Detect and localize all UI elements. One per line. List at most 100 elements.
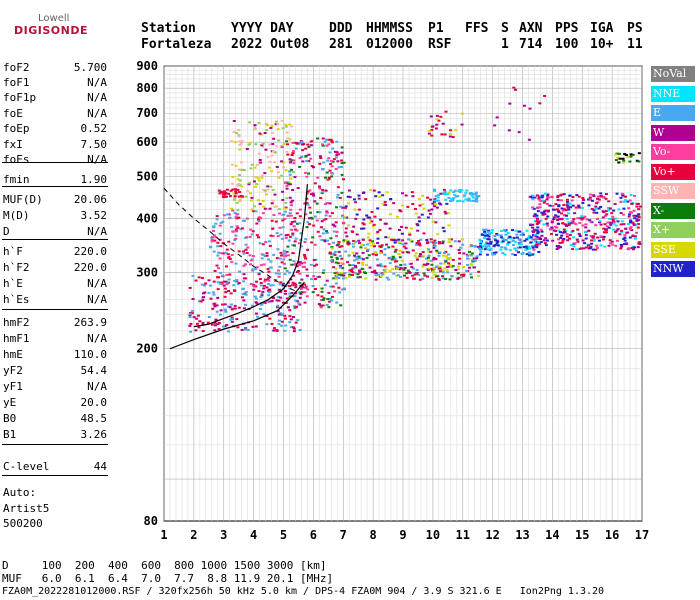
echo-point [307,145,311,148]
echo-point [351,271,355,274]
echo-point [288,258,292,261]
echo-point [218,313,222,316]
echo-point [475,255,479,258]
echo-point [465,257,469,260]
echo-point [496,234,500,237]
echo-point [265,254,269,257]
echo-point [552,216,556,219]
echo-point [251,325,255,328]
echo-point [554,229,558,232]
echo-point [268,317,272,320]
echo-point [559,246,563,249]
echo-point [346,241,350,244]
echo-point [390,258,394,261]
echo-point [637,213,641,216]
echo-point [279,174,283,177]
echo-point [268,240,272,243]
echo-point [299,293,303,296]
echo-point [300,278,304,281]
echo-point [275,205,279,208]
echo-point [523,239,527,242]
echo-point [374,254,378,257]
echo-point [280,324,284,327]
echo-point [265,323,269,326]
echo-point [565,235,569,238]
echo-point [532,207,536,210]
echo-point [224,265,228,268]
echo-point [320,299,324,302]
echo-point [567,212,571,215]
echo-point [466,254,470,257]
echo-point [426,196,430,199]
echo-point [564,214,568,217]
echo-point [417,239,421,242]
echo-point [254,268,258,271]
echo-point [263,132,267,135]
echo-point [418,244,422,247]
echo-point [363,272,367,275]
echo-point [231,242,235,245]
echo-point [619,196,623,199]
echo-point [636,223,640,226]
echo-point [480,232,484,235]
echo-point [601,210,605,213]
echo-point [268,288,272,291]
echo-point [244,327,248,330]
echo-point [230,316,234,319]
echo-point [575,238,579,241]
echo-point [207,279,211,282]
legend-item: SSW [651,183,695,199]
echo-point [428,129,432,132]
echo-point [527,138,531,141]
file-info-line: FZA0M_2022281012000.RSF / 320fx256h 50 k… [2,586,605,597]
echo-point [316,137,320,140]
echo-point [340,162,344,165]
echo-point [237,250,241,253]
echo-point [562,238,566,241]
echo-point [259,307,263,310]
echo-point [462,252,466,255]
echo-point [330,247,334,250]
echo-point [428,212,432,215]
echo-point [470,245,474,248]
echo-point [437,119,441,122]
echo-point [325,232,329,235]
echo-point [605,231,609,234]
echo-point [445,269,449,272]
echo-point [416,229,420,232]
echo-point [298,303,302,306]
echo-point [219,271,223,274]
echo-point [264,240,268,243]
echo-point [282,262,286,265]
echo-point [517,238,521,241]
echo-point [532,248,536,251]
echo-point [443,267,447,270]
echo-point [325,211,329,214]
header-val-10: 11 [627,37,643,52]
echo-point [410,240,414,243]
echo-point [381,194,385,197]
echo-point [243,292,247,295]
header-val-1: 2022 Out08 [231,37,310,52]
echo-point [327,243,331,246]
echo-point [411,249,415,252]
echo-point [316,176,320,179]
echo-point [289,278,293,281]
echo-point [330,212,334,215]
echo-point [288,158,292,161]
echo-point [612,209,616,212]
separator [2,239,108,240]
echo-point [531,231,535,234]
echo-point [271,296,275,299]
echo-point [329,162,333,165]
echo-point [238,198,242,201]
echo-point [402,268,406,271]
header-val-8: 100 [555,37,579,52]
echo-point [230,253,234,256]
echo-point [357,208,361,211]
echo-point [400,204,404,207]
echo-point [212,229,216,232]
echo-point [292,305,296,308]
echo-point [342,161,346,164]
echo-point [508,102,512,105]
